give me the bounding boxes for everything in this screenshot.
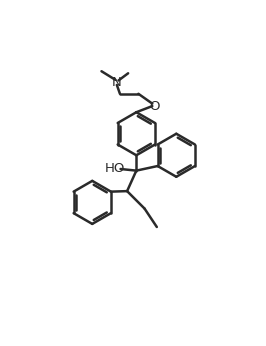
Text: O: O [149,100,160,112]
Text: HO: HO [105,163,125,175]
Text: N: N [112,76,122,89]
